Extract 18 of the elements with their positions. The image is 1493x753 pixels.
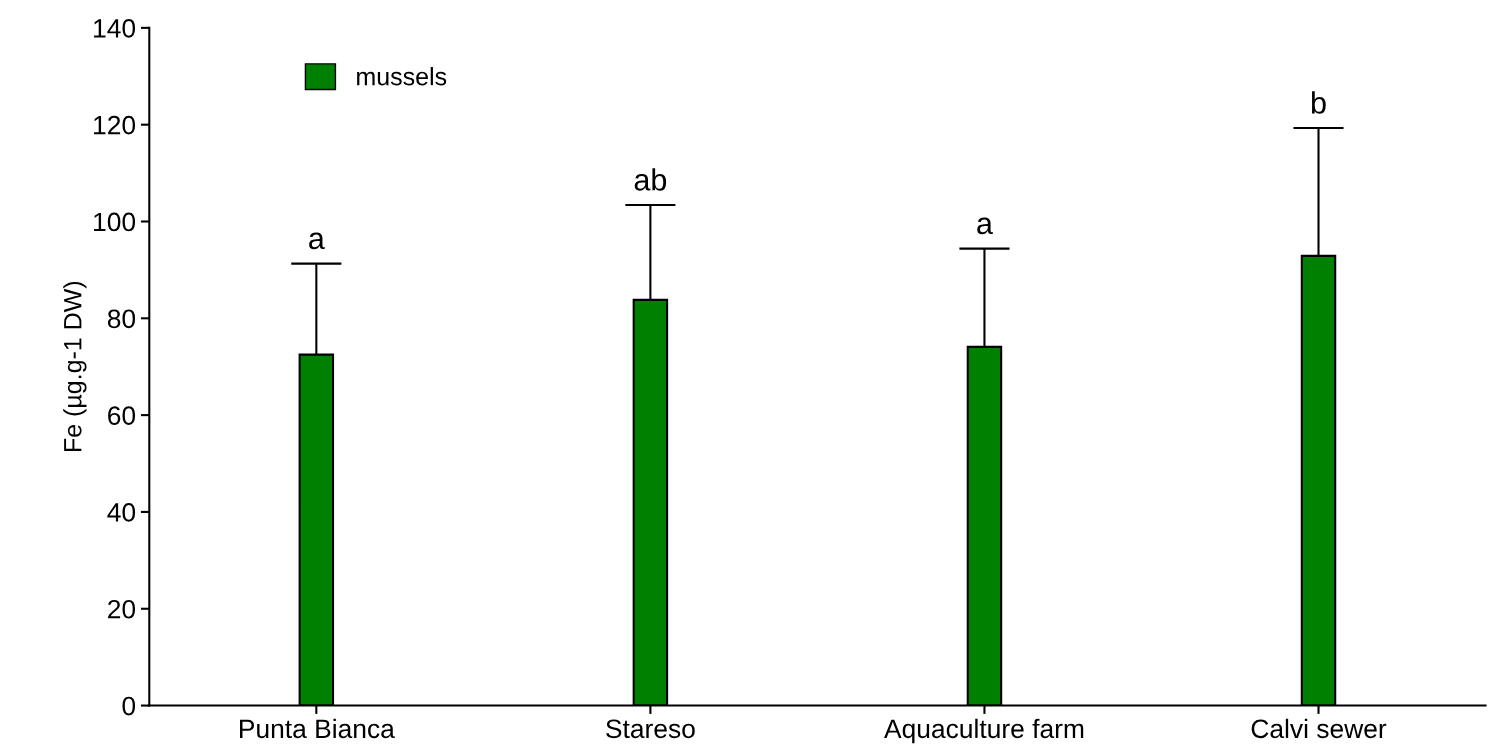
y-tick-label: 0: [122, 696, 136, 716]
legend-label: mussels: [357, 67, 447, 86]
y-tick-label: 80: [107, 309, 136, 329]
y-tick-label: 60: [108, 406, 136, 425]
x-tick-label: Stareso: [606, 719, 695, 739]
annotation: b: [1311, 91, 1326, 114]
y-tick-label: 120: [94, 115, 136, 135]
annotation: ab: [634, 168, 667, 191]
y-axis-title: Fe (µg.g-1 DW): [63, 281, 87, 452]
y-tick-label: 20: [108, 599, 136, 619]
y-tick-label: 140: [94, 19, 136, 38]
y-tick-label: 40: [107, 503, 136, 522]
x-tick-label: Calvi sewer: [1251, 718, 1387, 739]
x-tick-label: Aquaculture farm: [884, 718, 1084, 744]
y-tick-label: 100: [94, 212, 136, 232]
annotation: a: [309, 232, 325, 250]
annotation: a: [977, 217, 993, 235]
x-tick-label: Punta Bianca: [240, 718, 395, 739]
